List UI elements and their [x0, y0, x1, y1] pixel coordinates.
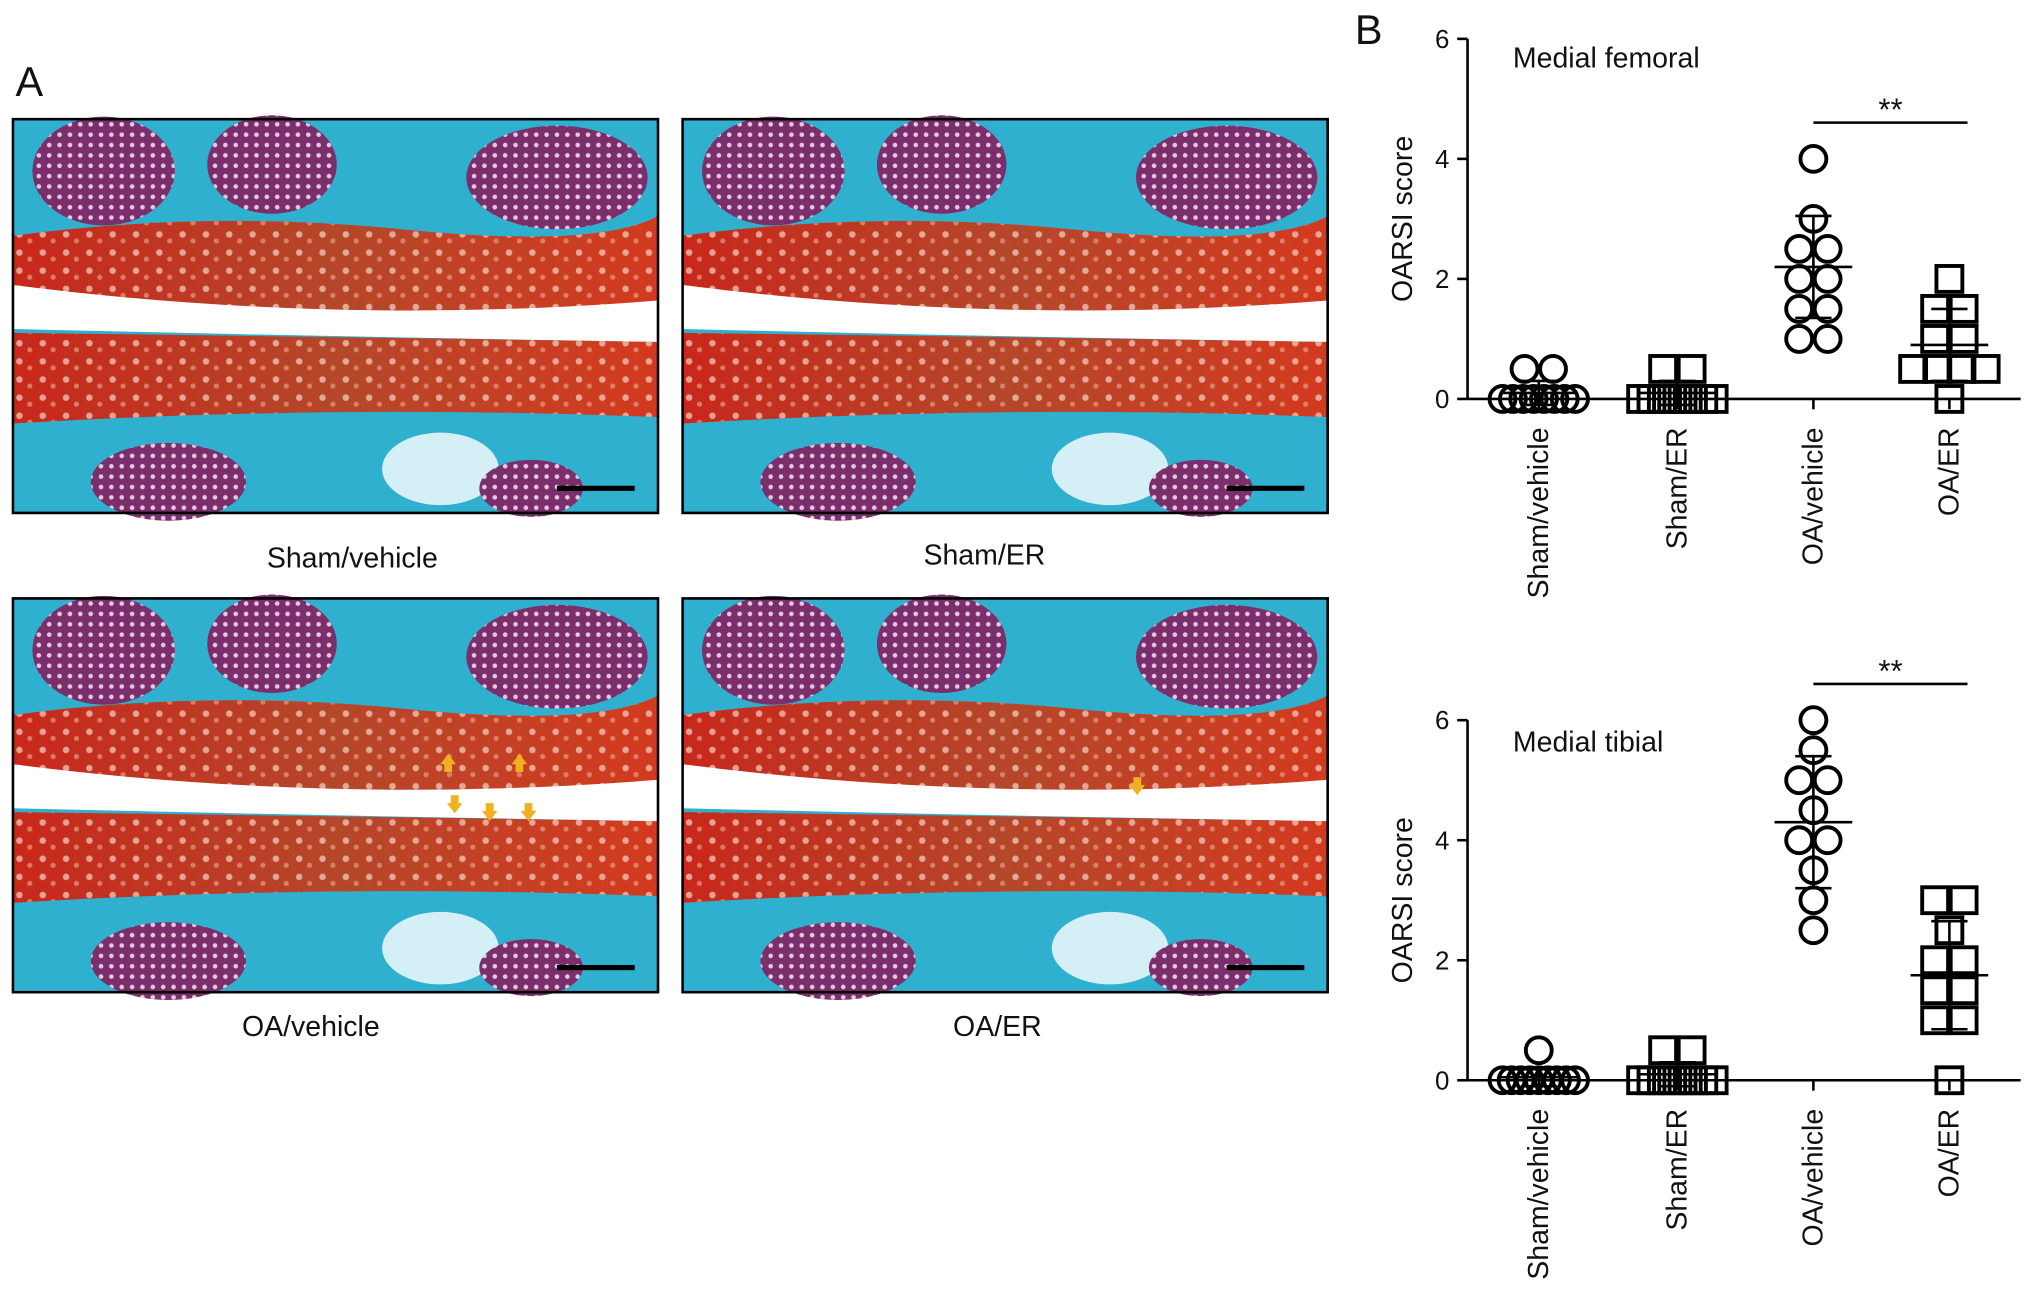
- x-tick-label: Sham/ER: [1661, 427, 1693, 549]
- data-point: [1487, 384, 1518, 414]
- data-point: [1948, 324, 1979, 354]
- data-point: [1798, 915, 1829, 946]
- data-point: [1798, 885, 1829, 916]
- data-point: [1508, 384, 1539, 414]
- data-point: [1812, 234, 1843, 264]
- x-tick-label: OA/vehicle: [1797, 427, 1829, 565]
- data-point: [1518, 384, 1549, 414]
- data-point: [1812, 264, 1843, 294]
- x-tick-label: Sham/ER: [1661, 1109, 1693, 1231]
- data-point: [1676, 1035, 1707, 1066]
- data-point: [1698, 384, 1729, 414]
- data-point: [1920, 945, 1951, 976]
- data-point: [1648, 354, 1679, 384]
- significance-label: **: [1878, 92, 1902, 127]
- data-point: [1920, 975, 1951, 1006]
- data-point: [1549, 384, 1580, 414]
- x-tick-label: OA/vehicle: [1797, 1109, 1829, 1247]
- data-point: [1784, 765, 1815, 796]
- data-point: [1812, 324, 1843, 354]
- image-caption: Sham/vehicle: [267, 542, 438, 574]
- data-point: [1812, 765, 1843, 796]
- data-point: [1784, 825, 1815, 856]
- panel-label: A: [16, 58, 44, 105]
- y-tick-label: 6: [1435, 707, 1449, 735]
- chart-title: Medial tibial: [1513, 726, 1663, 758]
- histology-image: [11, 115, 660, 521]
- data-point: [1948, 945, 1979, 976]
- y-tick-label: 2: [1435, 947, 1449, 975]
- y-tick-label: 0: [1435, 386, 1449, 414]
- image-caption: OA/ER: [953, 1011, 1042, 1043]
- y-tick-label: 4: [1435, 827, 1449, 855]
- data-point: [1922, 354, 1953, 384]
- data-point: [1698, 1065, 1729, 1096]
- data-point: [1784, 324, 1815, 354]
- data-point: [1509, 354, 1540, 384]
- data-point: [1560, 384, 1590, 414]
- histology-image: [681, 594, 1329, 1000]
- data-point: [1676, 354, 1707, 384]
- data-point: [1523, 1035, 1554, 1066]
- data-point: [1898, 354, 1929, 384]
- data-point: [1812, 825, 1843, 856]
- chart-title: Medial femoral: [1513, 42, 1700, 74]
- data-point: [1784, 264, 1815, 294]
- data-point: [1948, 885, 1979, 916]
- data-point: [1538, 354, 1568, 384]
- image-caption: Sham/ER: [923, 540, 1045, 572]
- y-axis-label: OARSI score: [1387, 817, 1419, 983]
- y-tick-label: 6: [1435, 26, 1449, 54]
- data-point: [1784, 234, 1815, 264]
- data-point: [1648, 1035, 1679, 1066]
- data-point: [1529, 384, 1559, 414]
- data-point: [1920, 324, 1951, 354]
- data-point: [1970, 354, 2001, 384]
- data-point: [1551, 1065, 1581, 1096]
- data-point: [1946, 354, 1977, 384]
- data-point: [1934, 384, 1965, 414]
- data-point: [1948, 975, 1979, 1006]
- x-tick-label: OA/ER: [1933, 427, 1965, 516]
- y-tick-label: 0: [1435, 1067, 1449, 1095]
- image-caption: OA/vehicle: [242, 1011, 380, 1043]
- x-tick-label: OA/ER: [1933, 1109, 1965, 1198]
- panel-label: B: [1355, 6, 1383, 53]
- data-point: [1539, 384, 1570, 414]
- panel-a: A Sham/vehicle Sham/ER OA/vehicle OA/ER: [11, 58, 1329, 1043]
- histology-image: [11, 594, 660, 1000]
- x-tick-label: Sham/vehicle: [1523, 1109, 1555, 1280]
- x-tick-label: Sham/vehicle: [1523, 427, 1555, 598]
- data-point: [1934, 264, 1965, 294]
- data-point: [1920, 885, 1951, 916]
- data-point: [1560, 1065, 1590, 1096]
- y-tick-label: 2: [1435, 266, 1449, 294]
- data-point: [1497, 384, 1528, 414]
- histology-image: [681, 115, 1329, 521]
- y-axis-label: OARSI score: [1387, 136, 1419, 302]
- y-tick-label: 4: [1435, 146, 1449, 174]
- data-point: [1798, 705, 1829, 736]
- significance-label: **: [1878, 653, 1902, 688]
- data-point: [1798, 143, 1829, 174]
- data-point: [1934, 1065, 1965, 1096]
